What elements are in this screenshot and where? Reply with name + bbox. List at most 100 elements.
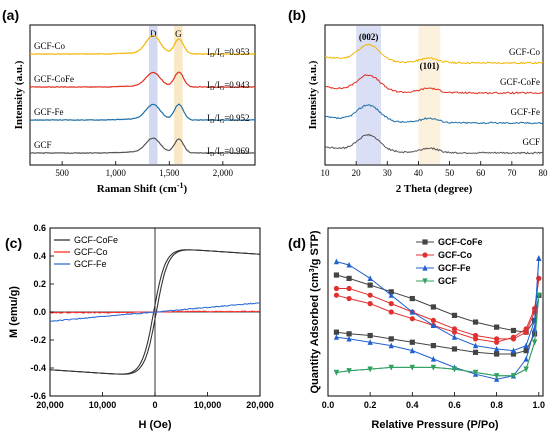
data-point-gcf-fe bbox=[333, 258, 340, 265]
data-point-gcf-cofe bbox=[346, 275, 352, 281]
x-tick-label: 10,000 bbox=[89, 400, 117, 410]
series-label-gcf-co: GCF-Co bbox=[509, 47, 541, 57]
data-point-gcf-fe bbox=[388, 292, 394, 298]
series-label-gcf-cofe: GCF-CoFe bbox=[500, 77, 540, 87]
data-point-gcf-co bbox=[409, 316, 415, 322]
panel-c-ylabel: M (emu/g) bbox=[8, 286, 20, 338]
data-point-gcf-fe bbox=[472, 342, 479, 349]
panel-a-xlabel: Raman Shift (cm-1) bbox=[97, 181, 188, 195]
data-point-gcf-co bbox=[333, 285, 340, 292]
data-point-gcf bbox=[409, 364, 415, 371]
panel-c: 20,000 10,000 0 10,000 20,000-0.6-0.4-0.20.0… bbox=[5, 223, 274, 431]
series-line-gcf-co bbox=[29, 35, 256, 55]
y-tick-label: 0.0 bbox=[33, 307, 46, 317]
data-point-gcf bbox=[536, 292, 542, 299]
y-tick-label: 0.6 bbox=[33, 223, 46, 233]
data-point-gcf bbox=[523, 366, 529, 373]
x-tick-label: 500 bbox=[55, 168, 69, 178]
panel-d-label: (d) bbox=[288, 235, 306, 251]
x-tick-label: 0.4 bbox=[406, 400, 419, 410]
y-tick-label: -0.2 bbox=[30, 335, 46, 345]
data-point-gcf bbox=[472, 369, 479, 376]
data-point-legend-gcf bbox=[422, 278, 428, 285]
panel-b-xlabel: 2 Theta (degree) bbox=[396, 183, 473, 195]
y-tick-label: 0.4 bbox=[33, 251, 46, 261]
data-point-gcf-fe bbox=[510, 347, 517, 354]
panel-c-xlabel: H (Oe) bbox=[139, 419, 172, 431]
data-point-gcf-fe bbox=[494, 345, 500, 352]
data-point-gcf-cofe bbox=[531, 331, 538, 337]
data-point-gcf-cofe bbox=[333, 329, 340, 335]
x-tick-label: 80 bbox=[539, 168, 549, 178]
x-tick-label: 2,000 bbox=[213, 168, 234, 178]
series-label-gcf-co: GCF-Co bbox=[34, 41, 66, 51]
x-tick-label: 20 bbox=[352, 168, 362, 178]
data-point-gcf bbox=[451, 366, 458, 373]
data-point-gcf-co bbox=[388, 309, 394, 315]
series-label-gcf-fe: GCF-Fe bbox=[34, 107, 64, 117]
panel-d-frame bbox=[327, 227, 544, 397]
data-point-gcf-fe bbox=[409, 308, 415, 315]
data-point-gcf-cofe bbox=[388, 336, 394, 342]
data-point-gcf-co bbox=[367, 301, 373, 307]
series-line-gcf-fe bbox=[324, 104, 544, 125]
data-point-gcf-cofe bbox=[367, 282, 373, 288]
x-tick-label: 1,500 bbox=[159, 168, 180, 178]
series-line-gcf-cofe bbox=[336, 295, 540, 355]
y-tick-label: -0.4 bbox=[30, 363, 46, 373]
legend-label-gcf-cofe: GCF-CoFe bbox=[438, 237, 483, 247]
data-point-gcf-cofe bbox=[346, 331, 352, 337]
x-tick-label: 30 bbox=[383, 168, 393, 178]
data-point-gcf bbox=[494, 373, 500, 379]
y-tick-label: 0.2 bbox=[33, 279, 46, 289]
series-line-gcf bbox=[29, 137, 256, 154]
data-point-gcf-co bbox=[388, 301, 394, 307]
ratio-label-gcf: ID/IG=0.969 bbox=[207, 146, 250, 158]
x-tick-label: 40 bbox=[414, 168, 424, 178]
ratio-label-gcf-co: ID/IG=0.953 bbox=[207, 47, 250, 59]
data-point-gcf-cofe bbox=[451, 312, 458, 318]
data-point-gcf-co bbox=[346, 295, 352, 302]
y-tick-label: -0.6 bbox=[30, 391, 46, 401]
data-point-gcf-fe bbox=[523, 342, 529, 349]
band-d bbox=[148, 26, 158, 164]
data-point-gcf-cofe bbox=[510, 327, 517, 334]
x-tick-label: 0.6 bbox=[448, 400, 461, 410]
ratio-label-gcf-fe: ID/IG=0.952 bbox=[207, 113, 250, 125]
data-point-gcf-cofe bbox=[510, 351, 517, 357]
panel-a-label: (a) bbox=[2, 7, 19, 23]
x-tick-label: 1,000 bbox=[106, 168, 127, 178]
data-point-gcf bbox=[333, 369, 340, 376]
data-point-gcf-cofe bbox=[367, 332, 373, 339]
data-point-gcf-cofe bbox=[430, 343, 436, 349]
panel-a-ylabel: Intensity (a.u.) bbox=[13, 60, 25, 129]
band-1 bbox=[418, 26, 441, 164]
data-point-gcf-fe bbox=[494, 376, 500, 382]
legend-label-gcf-fe: GCF-Fe bbox=[438, 263, 471, 273]
data-point-gcf-fe bbox=[367, 275, 373, 281]
data-point-gcf bbox=[430, 364, 436, 371]
data-point-gcf-cofe bbox=[494, 324, 500, 330]
series-line-gcf-cofe bbox=[29, 71, 256, 88]
x-tick-label: 0 bbox=[152, 400, 157, 410]
data-point-gcf-fe bbox=[409, 347, 415, 354]
x-tick-label: 10 bbox=[321, 168, 331, 178]
band-label: (002) bbox=[359, 32, 379, 42]
band-0 bbox=[356, 26, 382, 164]
series-label-gcf: GCF bbox=[522, 137, 540, 147]
data-point-gcf-fe bbox=[430, 322, 436, 329]
series-line-gcf-co bbox=[336, 278, 540, 343]
panel-a-frame bbox=[29, 24, 256, 166]
data-point-gcf-cofe bbox=[409, 339, 415, 345]
band-g bbox=[174, 26, 183, 164]
series-line-gcf-co bbox=[324, 43, 544, 65]
panel-b: (002) (101) GCF-Co GCF-CoFe GCF-Fe GCF 10 20 3… bbox=[288, 7, 548, 195]
band-label-d: D bbox=[150, 29, 157, 39]
data-point-legend-gcf-cofe bbox=[422, 239, 428, 245]
data-point-gcf bbox=[510, 373, 517, 379]
series-line-gcf-cofe-return bbox=[49, 249, 261, 375]
data-point-gcf-cofe bbox=[409, 295, 415, 302]
series-line-gcf-cofe bbox=[324, 74, 543, 95]
x-tick-label: 60 bbox=[476, 168, 486, 178]
series-line-gcf-fe bbox=[29, 103, 256, 121]
